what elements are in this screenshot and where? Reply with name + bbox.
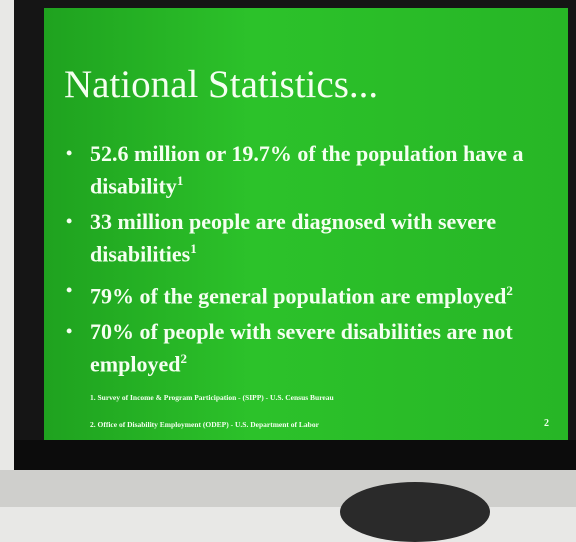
screen-base [14, 440, 576, 470]
footnote-ref: 1 [190, 241, 197, 256]
footnote-ref: 2 [506, 283, 513, 298]
bullet-list: 52.6 million or 19.7% of the population … [66, 140, 556, 386]
bullet: 79% of the general population are employ… [66, 277, 556, 309]
bullet-text: 79% of the general population are employ… [90, 283, 506, 308]
page: National Statistics... 52.6 million or 1… [0, 0, 576, 507]
bullet: 70% of people with severe disabilities a… [66, 318, 556, 377]
footnote-ref: 2 [180, 351, 187, 366]
bullet: 33 million people are diagnosed with sev… [66, 208, 556, 267]
footnote: 2. Office of Disability Employment (ODEP… [90, 420, 319, 429]
audience-head [340, 482, 490, 542]
bullet-text: 33 million people are diagnosed with sev… [90, 209, 496, 266]
bullet: 52.6 million or 19.7% of the population … [66, 140, 556, 199]
wall [0, 470, 576, 507]
page-number: 2 [544, 418, 549, 429]
footnote-ref: 1 [177, 173, 184, 188]
bullet-text: 52.6 million or 19.7% of the population … [90, 141, 524, 198]
footnote: 1. Survey of Income & Program Participat… [90, 393, 334, 402]
bullet-text: 70% of people with severe disabilities a… [90, 319, 513, 376]
slide-title: National Statistics... [64, 62, 378, 107]
